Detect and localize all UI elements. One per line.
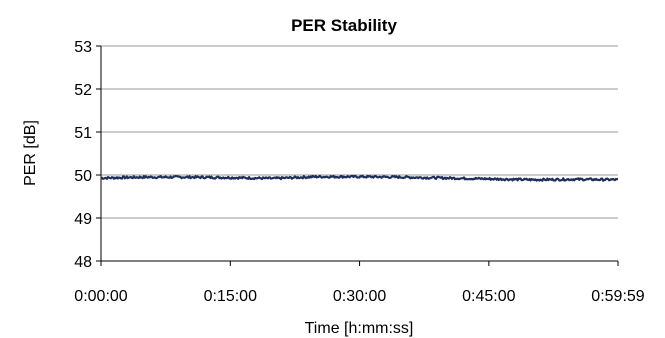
- y-tick-label: 50: [74, 168, 92, 185]
- y-tick-label: 51: [74, 125, 92, 142]
- x-axis-label: Time [h:mm:ss]: [305, 320, 414, 337]
- y-axis-label: PER [dB]: [22, 120, 39, 186]
- x-axis-ticks: 0:00:00 0:15:00 0:30:00 0:45:00 0:59:59: [74, 261, 645, 305]
- x-tick-label: 0:00:00: [74, 288, 127, 305]
- y-tick-label: 52: [74, 82, 92, 99]
- y-axis-ticks: 48 49 50 51 52 53: [74, 39, 101, 271]
- x-tick-label: 0:59:59: [591, 288, 644, 305]
- series-line: [100, 174, 619, 182]
- y-tick-label: 53: [74, 39, 92, 56]
- x-tick-label: 0:15:00: [204, 288, 257, 305]
- x-tick-label: 0:30:00: [333, 288, 386, 305]
- chart-title: PER Stability: [291, 16, 397, 35]
- x-tick-label: 0:45:00: [462, 288, 515, 305]
- y-tick-label: 48: [74, 254, 92, 271]
- grid: [101, 45, 618, 219]
- y-tick-label: 49: [74, 211, 92, 228]
